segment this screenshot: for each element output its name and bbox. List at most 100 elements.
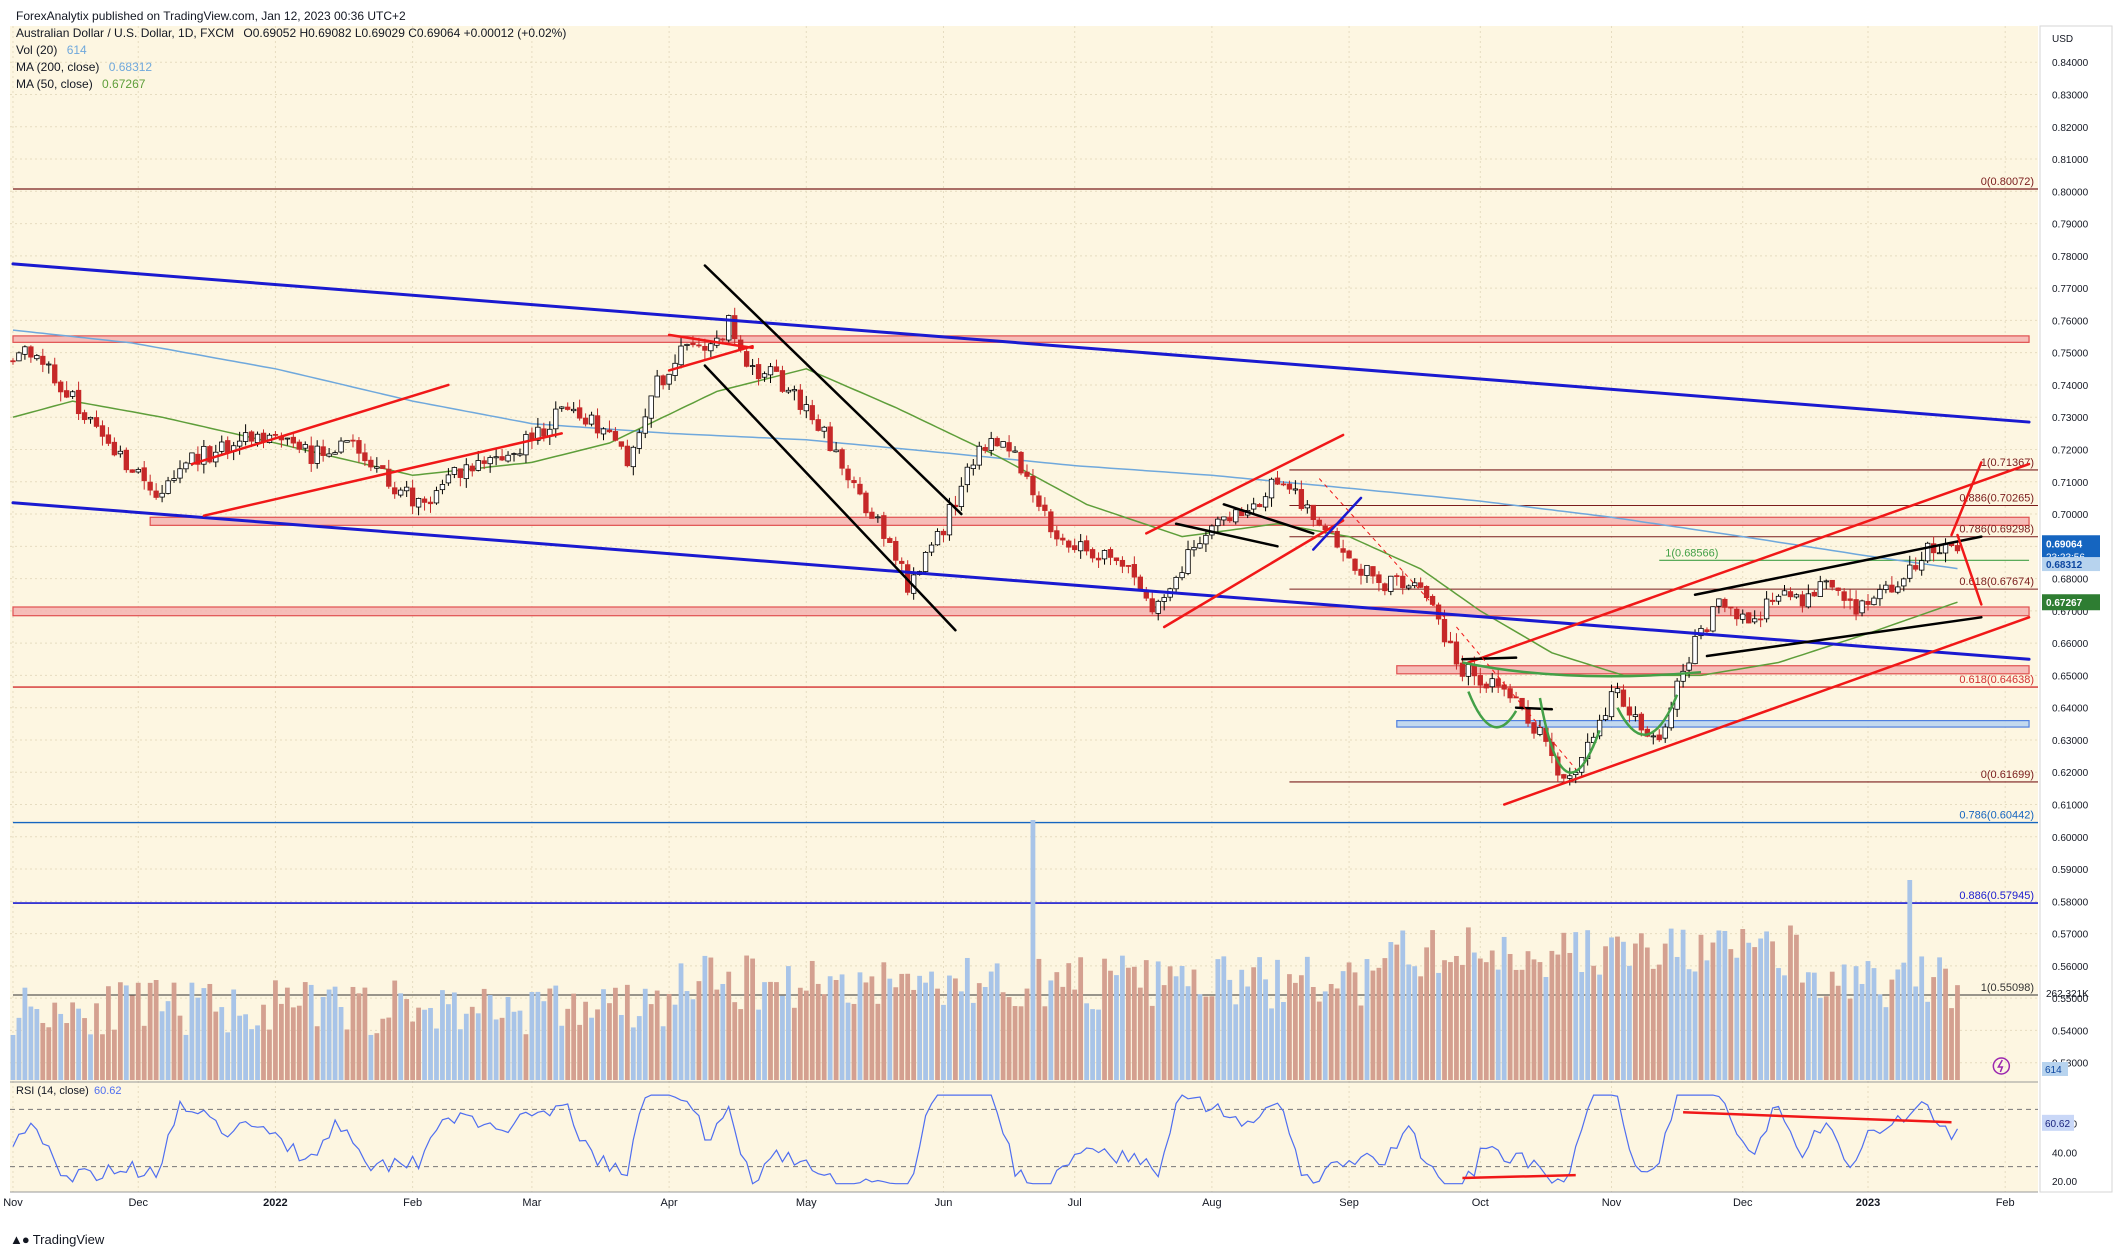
candle[interactable] — [28, 345, 34, 363]
red-flag-1-lower[interactable] — [202, 432, 563, 517]
candle[interactable] — [248, 430, 255, 448]
candle[interactable] — [1787, 587, 1794, 601]
candle[interactable] — [1095, 552, 1102, 568]
candle[interactable] — [1066, 539, 1072, 553]
candle[interactable] — [1417, 577, 1424, 589]
candle[interactable] — [1304, 500, 1310, 514]
candle[interactable] — [1513, 691, 1519, 699]
candle[interactable] — [1233, 509, 1239, 525]
dashed-projection-1[interactable] — [1318, 478, 1445, 618]
neckline-black-2[interactable] — [1514, 706, 1554, 711]
candle[interactable] — [1113, 557, 1120, 566]
candle[interactable] — [105, 427, 112, 447]
candle[interactable] — [403, 480, 410, 497]
candle[interactable] — [159, 484, 165, 503]
candle[interactable] — [1060, 533, 1066, 545]
candle[interactable] — [893, 536, 899, 566]
rsi-badge[interactable]: 60.62 — [2042, 1114, 2074, 1131]
projection-red-1[interactable] — [1950, 461, 1983, 537]
zone-0.698[interactable] — [149, 516, 2030, 526]
candle[interactable] — [821, 425, 827, 439]
candle[interactable] — [1191, 540, 1197, 557]
candle[interactable] — [409, 479, 416, 515]
candle[interactable] — [928, 542, 935, 557]
candle[interactable] — [1340, 539, 1346, 562]
candle[interactable] — [1847, 589, 1853, 610]
candle[interactable] — [1763, 591, 1770, 623]
candle[interactable] — [1364, 564, 1370, 583]
candle[interactable] — [1734, 606, 1740, 626]
candle[interactable] — [767, 363, 774, 384]
candle[interactable] — [755, 357, 762, 386]
candle[interactable] — [1489, 673, 1495, 693]
candle[interactable] — [1680, 663, 1686, 688]
candle[interactable] — [421, 496, 428, 511]
candle[interactable] — [1531, 722, 1537, 739]
candle[interactable] — [445, 468, 452, 486]
candle[interactable] — [1614, 682, 1621, 698]
vol-badge[interactable]: 614 — [2042, 1062, 2068, 1076]
candle[interactable] — [1930, 536, 1937, 562]
candle[interactable] — [839, 447, 845, 476]
candle[interactable] — [1262, 492, 1269, 512]
tradingview-footer[interactable]: ▲● TradingView — [10, 1232, 104, 1247]
wedge-lower-black[interactable] — [1705, 616, 1983, 658]
candle[interactable] — [1358, 563, 1364, 585]
candle[interactable] — [1215, 516, 1221, 533]
candle[interactable] — [833, 442, 839, 453]
candle[interactable] — [314, 440, 320, 469]
candle[interactable] — [1901, 577, 1907, 592]
candle[interactable] — [1155, 599, 1161, 621]
candle[interactable] — [398, 487, 404, 498]
candle[interactable] — [1740, 609, 1746, 624]
candle[interactable] — [34, 353, 40, 361]
candle[interactable] — [123, 447, 129, 473]
candle[interactable] — [1638, 712, 1645, 737]
candle[interactable] — [99, 420, 106, 446]
candle[interactable] — [708, 340, 714, 357]
candle[interactable] — [111, 437, 118, 457]
rsi-line[interactable] — [12, 1094, 1959, 1185]
candle[interactable] — [946, 497, 953, 541]
ma200-line[interactable] — [12, 329, 1958, 570]
candle[interactable] — [242, 424, 249, 446]
candle[interactable] — [1698, 625, 1704, 640]
candle[interactable] — [1334, 527, 1340, 549]
candle[interactable] — [1107, 547, 1114, 566]
candle[interactable] — [1507, 683, 1513, 703]
candle[interactable] — [183, 461, 189, 473]
candle[interactable] — [1250, 497, 1257, 514]
candle[interactable] — [338, 437, 344, 454]
candle[interactable] — [1805, 584, 1812, 609]
candle[interactable] — [684, 343, 690, 351]
candle[interactable] — [1877, 584, 1883, 606]
red-bear-flag-upper[interactable] — [1145, 433, 1345, 535]
candle[interactable] — [469, 463, 475, 477]
candle[interactable] — [517, 448, 523, 457]
candle[interactable] — [58, 379, 64, 402]
candle[interactable] — [1871, 595, 1877, 606]
candle[interactable] — [10, 358, 16, 365]
candle[interactable] — [1865, 594, 1871, 611]
candle[interactable] — [350, 434, 356, 448]
candle[interactable] — [1913, 557, 1919, 572]
candle[interactable] — [875, 514, 881, 523]
candle[interactable] — [1388, 575, 1394, 596]
candle[interactable] — [976, 441, 982, 470]
candle[interactable] — [1752, 610, 1758, 625]
candle[interactable] — [863, 490, 869, 517]
lower-channel-blue[interactable] — [11, 501, 2031, 661]
candle[interactable] — [1149, 590, 1155, 615]
right-shoulder-green[interactable] — [1616, 694, 1679, 736]
candle[interactable] — [1775, 594, 1782, 605]
candle[interactable] — [1274, 470, 1281, 485]
candle[interactable] — [1483, 681, 1489, 693]
candle[interactable] — [1101, 549, 1108, 565]
candle[interactable] — [1447, 631, 1454, 644]
candle[interactable] — [356, 437, 362, 463]
left-shoulder-green[interactable] — [1467, 691, 1518, 729]
candle[interactable] — [1012, 446, 1018, 453]
candle[interactable] — [702, 338, 708, 360]
